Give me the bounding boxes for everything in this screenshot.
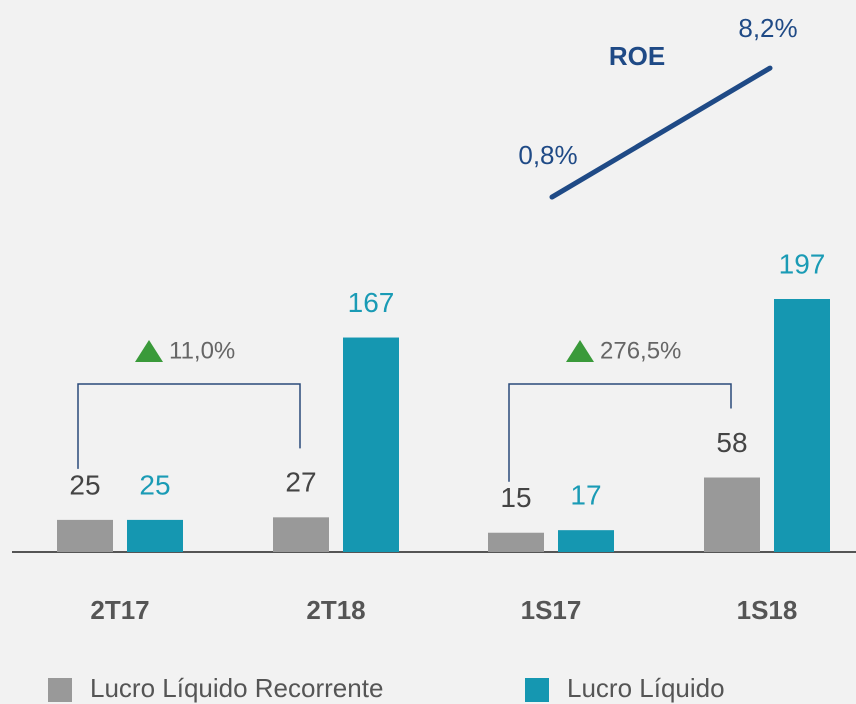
data-label: 167: [348, 287, 395, 318]
bar: [774, 299, 830, 552]
up-triangle: [135, 340, 163, 362]
roe-label: 8,2%: [738, 13, 797, 43]
data-label: 27: [285, 467, 316, 498]
roe-title: ROE: [609, 41, 665, 71]
bar: [704, 477, 760, 552]
bar: [273, 517, 329, 552]
bar: [343, 337, 399, 552]
data-label: 58: [716, 427, 747, 458]
data-label: 15: [500, 482, 531, 513]
data-label: 17: [570, 480, 601, 511]
bar: [488, 532, 544, 552]
data-label: 25: [69, 469, 100, 500]
bar: [127, 519, 183, 552]
growth-label: 276,5%: [600, 337, 681, 364]
up-triangle: [566, 340, 594, 362]
bracket: [77, 383, 301, 469]
bracket: [508, 383, 732, 482]
legend-label: Lucro Líquido: [567, 673, 725, 703]
x-tick-label: 2T17: [90, 595, 149, 625]
roe-label: 0,8%: [518, 140, 577, 170]
x-tick-label: 1S17: [521, 595, 582, 625]
x-tick-label: 1S18: [737, 595, 798, 625]
bar: [558, 530, 614, 552]
legend-swatch: [525, 678, 549, 702]
growth-label: 11,0%: [169, 337, 235, 364]
x-tick-label: 2T18: [306, 595, 365, 625]
data-label: 197: [779, 248, 826, 279]
roe-line: [549, 65, 773, 200]
legend-swatch: [48, 678, 72, 702]
data-label: 25: [139, 469, 170, 500]
bar: [57, 519, 113, 552]
legend-label: Lucro Líquido Recorrente: [90, 673, 383, 703]
